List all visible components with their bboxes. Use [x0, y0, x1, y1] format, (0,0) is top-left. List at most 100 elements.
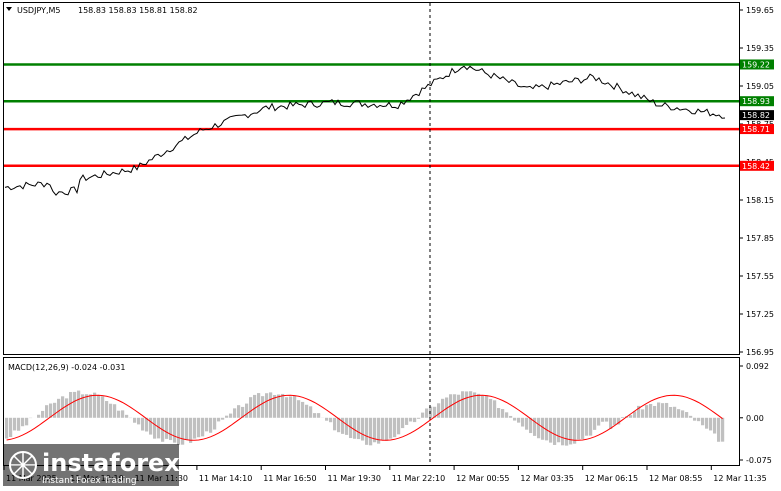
macd-histogram-bar: [185, 418, 188, 440]
macd-histogram-bar: [137, 418, 140, 425]
macd-histogram-bar: [229, 414, 232, 418]
macd-histogram-bar: [569, 418, 572, 445]
macd-histogram-bar: [105, 401, 108, 418]
macd-histogram-bar: [597, 418, 600, 426]
macd-histogram-bar: [657, 402, 660, 417]
macd-histogram-bar: [669, 407, 672, 418]
macd-histogram-bar: [665, 403, 668, 418]
macd-histogram-bar: [289, 396, 292, 417]
macd-histogram-bar: [509, 416, 512, 418]
macd-histogram-bar: [13, 418, 16, 431]
macd-histogram-bar: [189, 418, 192, 443]
macd-histogram-bar: [249, 397, 252, 418]
macd-histogram-bar: [525, 418, 528, 430]
macd-histogram-bar: [65, 398, 68, 417]
macd-histogram-bar: [465, 391, 468, 417]
macd-histogram-bar: [593, 418, 596, 430]
macd-histogram-bar: [53, 403, 56, 418]
macd-histogram-bar: [681, 410, 684, 417]
macd-tick-label: -0.075: [746, 456, 772, 465]
macd-histogram-bar: [649, 404, 652, 418]
macd-histogram-bar: [561, 418, 564, 446]
macd-histogram-bar: [517, 418, 520, 423]
watermark: instaforex Instant Forex Trading: [3, 444, 180, 486]
macd-histogram-bar: [501, 409, 504, 418]
macd-histogram-bar: [621, 417, 624, 418]
macd-histogram-bar: [641, 409, 644, 417]
macd-histogram-bar: [121, 410, 124, 417]
price-tick-label: 157.25: [746, 310, 774, 319]
macd-histogram-bar: [457, 395, 460, 418]
macd-histogram-bar: [613, 418, 616, 425]
macd-histogram-bar: [421, 413, 424, 418]
level-tag-text: 158.93: [742, 97, 770, 106]
macd-histogram-bar: [713, 418, 716, 434]
macd-histogram-bar: [393, 418, 396, 437]
macd-histogram-bar: [281, 394, 284, 418]
macd-histogram-bar: [141, 418, 144, 431]
macd-histogram-bar: [389, 418, 392, 439]
macd-histogram-bar: [225, 416, 228, 418]
macd-histogram-bar: [97, 395, 100, 417]
macd-tick-label: 0.00: [746, 414, 764, 423]
time-tick-label: 11 Mar 14:10: [199, 474, 252, 483]
macd-histogram-bar: [325, 418, 328, 421]
macd-histogram-bar: [233, 408, 236, 417]
macd-histogram-bar: [317, 413, 320, 418]
macd-histogram-bar: [493, 400, 496, 417]
macd-label: MACD(12,26,9) -0.024 -0.031: [8, 363, 125, 372]
macd-histogram-bar: [437, 403, 440, 417]
macd-histogram-bar: [333, 418, 336, 431]
macd-histogram-bar: [253, 395, 256, 418]
macd-histogram-bar: [41, 411, 44, 418]
macd-histogram-bar: [109, 404, 112, 418]
macd-histogram-bar: [201, 418, 204, 437]
macd-histogram-bar: [685, 412, 688, 418]
macd-histogram-bar: [9, 418, 12, 437]
macd-histogram-bar: [133, 418, 136, 423]
macd-histogram-bar: [409, 418, 412, 422]
macd-histogram-bar: [69, 392, 72, 418]
macd-histogram-bar: [153, 418, 156, 439]
macd-histogram-bar: [25, 418, 28, 426]
macd-histogram-bar: [577, 418, 580, 440]
macd-histogram-bar: [277, 394, 280, 417]
macd-histogram-bar: [441, 399, 444, 418]
macd-histogram-bar: [305, 405, 308, 418]
macd-histogram-bar: [505, 412, 508, 417]
macd-histogram-bar: [489, 399, 492, 418]
macd-tick-label: 0.092: [746, 362, 769, 371]
macd-histogram-bar: [217, 418, 220, 422]
macd-histogram-bar: [653, 406, 656, 418]
time-tick-label: 12 Mar 11:35: [713, 474, 766, 483]
macd-histogram-bar: [169, 418, 172, 440]
macd-histogram-bar: [101, 396, 104, 418]
macd-histogram-bar: [117, 411, 120, 418]
macd-histogram-bar: [689, 416, 692, 418]
macd-histogram-bar: [21, 418, 24, 426]
macd-histogram-bar: [45, 405, 48, 418]
macd-histogram-bar: [301, 402, 304, 418]
macd-histogram-bar: [385, 418, 388, 441]
macd-histogram-bar: [73, 392, 76, 418]
macd-histogram-bar: [297, 400, 300, 418]
macd-histogram-bar: [477, 394, 480, 418]
watermark-brand: instaforex: [42, 449, 180, 477]
macd-histogram-bar: [429, 407, 432, 418]
time-tick-label: 11 Mar 19:30: [328, 474, 381, 483]
macd-histogram-bar: [381, 418, 384, 440]
price-tick-label: 156.95: [746, 348, 774, 357]
macd-histogram-bar: [629, 415, 632, 418]
time-tick-label: 12 Mar 03:35: [520, 474, 573, 483]
macd-histogram-bar: [717, 418, 720, 442]
macd-histogram-bar: [245, 404, 248, 418]
macd-histogram-bar: [237, 405, 240, 418]
macd-histogram-bar: [209, 418, 212, 433]
macd-histogram-bar: [285, 397, 288, 418]
time-tick-label: 11 Mar 16:50: [263, 474, 316, 483]
macd-histogram-bar: [549, 418, 552, 443]
macd-histogram-bar: [481, 396, 484, 418]
macd-histogram-bar: [165, 418, 168, 439]
macd-histogram-bar: [177, 418, 180, 445]
